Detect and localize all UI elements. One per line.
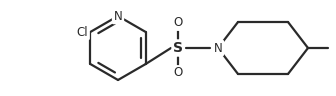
Text: N: N [214,41,222,55]
Text: O: O [173,67,183,79]
Text: O: O [173,17,183,29]
Text: S: S [173,41,183,55]
Text: N: N [114,10,122,22]
Text: Cl: Cl [77,26,88,38]
